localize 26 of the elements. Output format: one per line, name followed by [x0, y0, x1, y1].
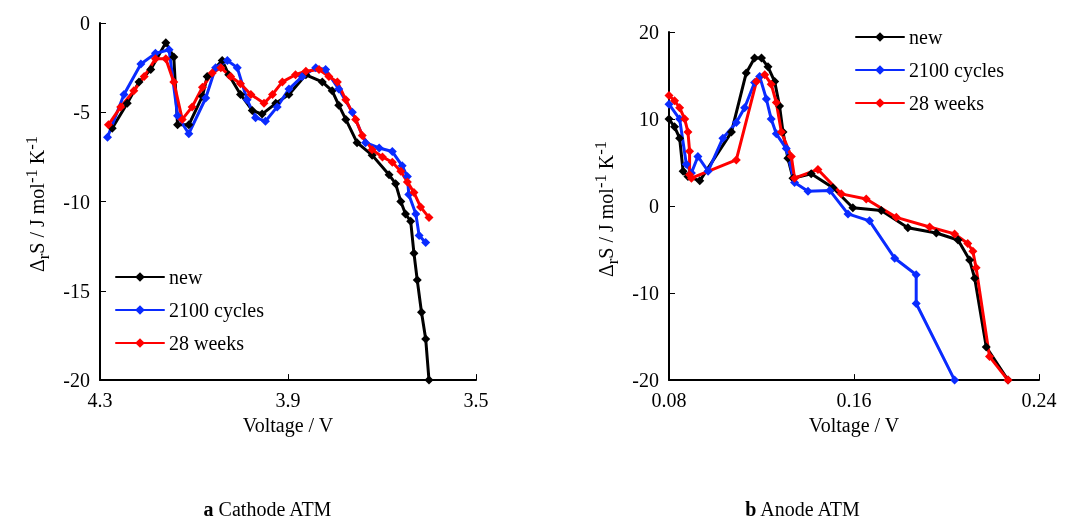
y-tick-label: 10	[639, 108, 659, 131]
x-axis-title: Voltage / V	[808, 414, 900, 437]
y-tick-label: 0	[80, 12, 90, 34]
y-tick-label: -10	[63, 190, 90, 213]
legend-label: 2100 cycles	[909, 59, 1005, 82]
x-tick-label: 0.08	[651, 389, 687, 412]
y-tick-label: -5	[73, 101, 90, 124]
y-tick-label: 0	[649, 195, 659, 218]
text: a Cathode ATM	[202, 498, 333, 521]
legend-label: 28 weeks	[909, 92, 985, 114]
legend-label: new	[909, 26, 943, 48]
text: b Anode ATM	[744, 498, 861, 521]
x-tick-label: 3.9	[275, 389, 301, 412]
legend-label: new	[169, 266, 203, 288]
x-axis-title: Voltage / V	[242, 414, 334, 437]
y-tick-label: -10	[632, 282, 659, 305]
legend-label: 2100 cycles	[169, 299, 265, 322]
legend-label: 28 weeks	[169, 332, 245, 354]
y-tick-label: 20	[639, 21, 659, 43]
x-tick-label: 0.16	[836, 389, 872, 412]
x-tick-label: 0.24	[1021, 389, 1057, 412]
y-tick-label: -15	[63, 279, 90, 302]
x-tick-label: 4.3	[87, 389, 113, 412]
x-tick-label: 3.5	[463, 389, 489, 412]
y-tick-label: -20	[63, 369, 90, 392]
y-tick-label: -20	[632, 369, 659, 392]
